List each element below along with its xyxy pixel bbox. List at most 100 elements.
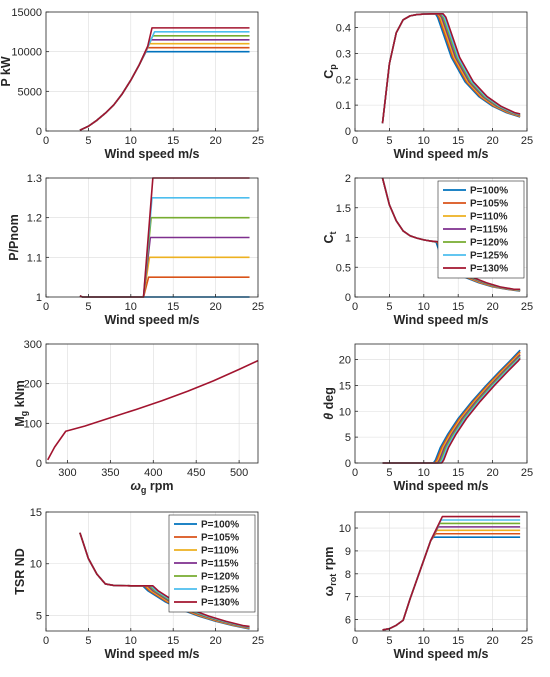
- y-axis-label: θ deg: [322, 387, 336, 420]
- x-tick-label: 15: [167, 301, 179, 313]
- x-tick-label: 20: [486, 467, 498, 479]
- legend: P=100% P=105% P=110% P=115% P=120% P=125% P=13…: [437, 180, 525, 279]
- x-tick-label: 25: [252, 635, 264, 647]
- x-tick-label: 20: [486, 301, 498, 313]
- x-tick-label: 0: [352, 301, 358, 313]
- y-tick-label: 1.1: [27, 252, 42, 264]
- x-tick-label: 5: [386, 635, 392, 647]
- x-tick-label: 0: [43, 135, 49, 147]
- x-tick-label: 0: [352, 467, 358, 479]
- x-axis-label: ωg rpm: [130, 479, 173, 495]
- x-axis-label: Wind speed m/s: [104, 147, 199, 161]
- y-tick-label: 10: [339, 523, 351, 535]
- y-tick-label: 5: [36, 610, 42, 622]
- y-tick-label: 15: [30, 507, 42, 519]
- x-tick-label: 25: [252, 301, 264, 313]
- x-tick-label: 10: [418, 467, 430, 479]
- series-line-p130: [79, 27, 250, 131]
- x-tick-label: 20: [209, 301, 221, 313]
- x-tick-label: 20: [486, 635, 498, 647]
- legend-entry: P=105%: [470, 199, 508, 210]
- x-tick-label: 25: [521, 467, 533, 479]
- y-axis-label: P kW: [0, 56, 13, 87]
- y-tick-label: 15: [339, 380, 351, 392]
- legend-entry: P=100%: [470, 186, 508, 197]
- series-line-p130: [382, 515, 521, 631]
- x-tick-label: 500: [230, 467, 248, 479]
- y-tick-label: 5000: [18, 86, 42, 98]
- y-tick-label: 1.3: [27, 173, 42, 185]
- legend-entry: P=120%: [470, 238, 508, 249]
- y-tick-label: 1.2: [27, 213, 42, 225]
- series-line-p110: [382, 352, 521, 464]
- series-line-p115: [382, 526, 521, 631]
- y-tick-label: 1.5: [336, 203, 351, 215]
- axes-box: [354, 511, 528, 632]
- y-tick-label: 0.1: [336, 100, 351, 112]
- chart-ct: 0 5 10 15 20 25 0 0.5 1 1.5 2 Wind speed m/s Ct P=100…: [322, 173, 533, 327]
- y-tick-label: 0: [36, 126, 42, 138]
- x-tick-label: 10: [418, 301, 430, 313]
- series-line-p130: [47, 359, 259, 461]
- x-tick-label: 300: [58, 467, 76, 479]
- x-tick-label: 5: [386, 135, 392, 147]
- x-tick-label: 5: [85, 635, 91, 647]
- y-tick-label: 0.3: [336, 48, 351, 60]
- series-line-p110: [382, 529, 521, 631]
- axes-box: [45, 177, 259, 298]
- y-tick-label: 5: [345, 432, 351, 444]
- legend: P=100% P=105% P=110% P=115% P=120% P=125% P=13…: [168, 514, 256, 613]
- y-tick-label: 8: [345, 569, 351, 581]
- axes-box: [45, 11, 259, 132]
- legend-entry: P=115%: [470, 225, 508, 236]
- axes-box: [45, 343, 259, 464]
- x-tick-label: 5: [386, 301, 392, 313]
- x-tick-label: 5: [85, 135, 91, 147]
- series-line-p105: [382, 351, 521, 464]
- series-line-p115: [382, 354, 521, 464]
- x-tick-label: 20: [209, 135, 221, 147]
- y-tick-label: 7: [345, 592, 351, 604]
- y-tick-label: 200: [24, 379, 42, 391]
- x-tick-label: 15: [452, 301, 464, 313]
- x-tick-label: 15: [167, 135, 179, 147]
- x-tick-label: 25: [521, 635, 533, 647]
- x-tick-label: 5: [85, 301, 91, 313]
- x-tick-label: 400: [144, 467, 162, 479]
- y-tick-label: 0.4: [336, 23, 351, 35]
- y-tick-label: 10: [339, 406, 351, 418]
- x-tick-label: 0: [43, 301, 49, 313]
- legend-entry: P=110%: [470, 212, 508, 223]
- y-tick-label: 2: [345, 173, 351, 185]
- series-line-p130: [382, 357, 521, 464]
- x-tick-label: 0: [352, 135, 358, 147]
- y-axis-label: TSR ND: [13, 548, 27, 595]
- x-tick-label: 10: [125, 301, 137, 313]
- y-tick-label: 300: [24, 339, 42, 351]
- y-tick-label: 10: [30, 559, 42, 571]
- series-line-p125: [381, 13, 521, 124]
- legend-entry: P=120%: [201, 572, 239, 583]
- legend-entry: P=110%: [201, 546, 239, 557]
- legend-entry: P=100%: [201, 520, 239, 531]
- x-tick-label: 25: [252, 135, 264, 147]
- y-tick-label: 9: [345, 546, 351, 558]
- y-tick-label: 6: [345, 615, 351, 627]
- series-line-p120: [382, 355, 521, 464]
- x-axis-label: Wind speed m/s: [393, 147, 488, 161]
- legend-entry: P=125%: [201, 585, 239, 596]
- x-tick-label: 10: [125, 635, 137, 647]
- x-axis-label: Wind speed m/s: [104, 313, 199, 327]
- x-tick-label: 20: [486, 135, 498, 147]
- y-tick-label: 1: [345, 233, 351, 245]
- x-tick-label: 15: [452, 467, 464, 479]
- y-tick-label: 0: [345, 458, 351, 470]
- legend-entry: P=115%: [201, 559, 239, 570]
- axes-box: [354, 343, 528, 464]
- y-tick-label: 0.2: [336, 74, 351, 86]
- x-axis-label: Wind speed m/s: [393, 479, 488, 493]
- x-tick-label: 0: [352, 635, 358, 647]
- x-tick-label: 10: [418, 135, 430, 147]
- y-tick-label: 0: [345, 292, 351, 304]
